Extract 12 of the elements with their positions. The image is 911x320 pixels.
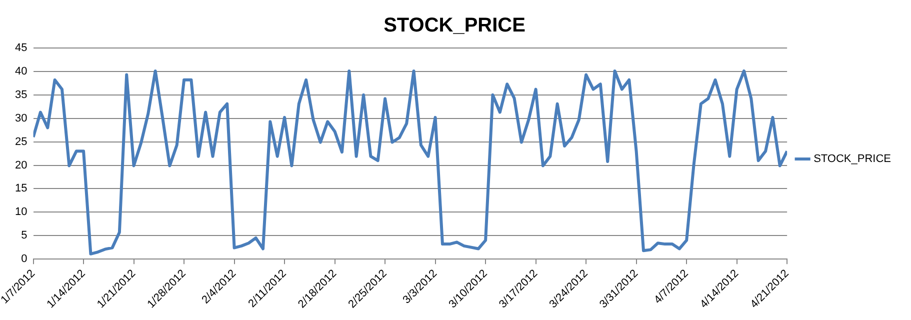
y-tick-label: 30: [15, 112, 28, 124]
legend-label: STOCK_PRICE: [814, 153, 892, 166]
y-tick-label: 0: [21, 253, 28, 266]
y-tick-label: 10: [15, 206, 28, 218]
y-tick-label: 15: [15, 182, 28, 195]
y-tick-label: 5: [21, 230, 28, 242]
chart-title: STOCK_PRICE: [384, 14, 526, 37]
y-tick-label: 20: [15, 159, 28, 172]
y-tick-label: 40: [15, 65, 28, 78]
y-tick-label: 25: [15, 136, 28, 148]
y-tick-label: 45: [15, 42, 28, 54]
y-tick-label: 35: [15, 88, 28, 101]
